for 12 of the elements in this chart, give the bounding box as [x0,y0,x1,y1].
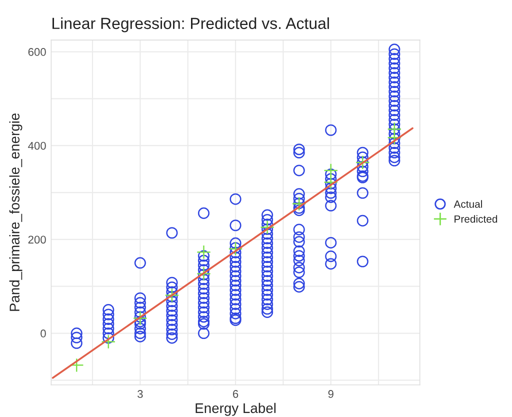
y-tick-label: 200 [28,236,46,244]
x-axis-title: Energy Label [196,402,276,416]
y-axis-title: Pand_primaire_fossiele_energie [9,113,22,311]
legend-label: Predicted [454,215,498,223]
legend-label: Actual [454,200,482,208]
x-tick-label: 9 [328,390,334,398]
y-tick-label: 400 [28,142,46,150]
x-tick-label: 3 [138,390,143,398]
y-tick-label: 0 [40,330,46,338]
x-tick-label: 6 [232,390,238,398]
chart-title: Linear Regression: Predicted vs. Actual [52,17,329,32]
y-tick-label: 600 [28,48,46,56]
